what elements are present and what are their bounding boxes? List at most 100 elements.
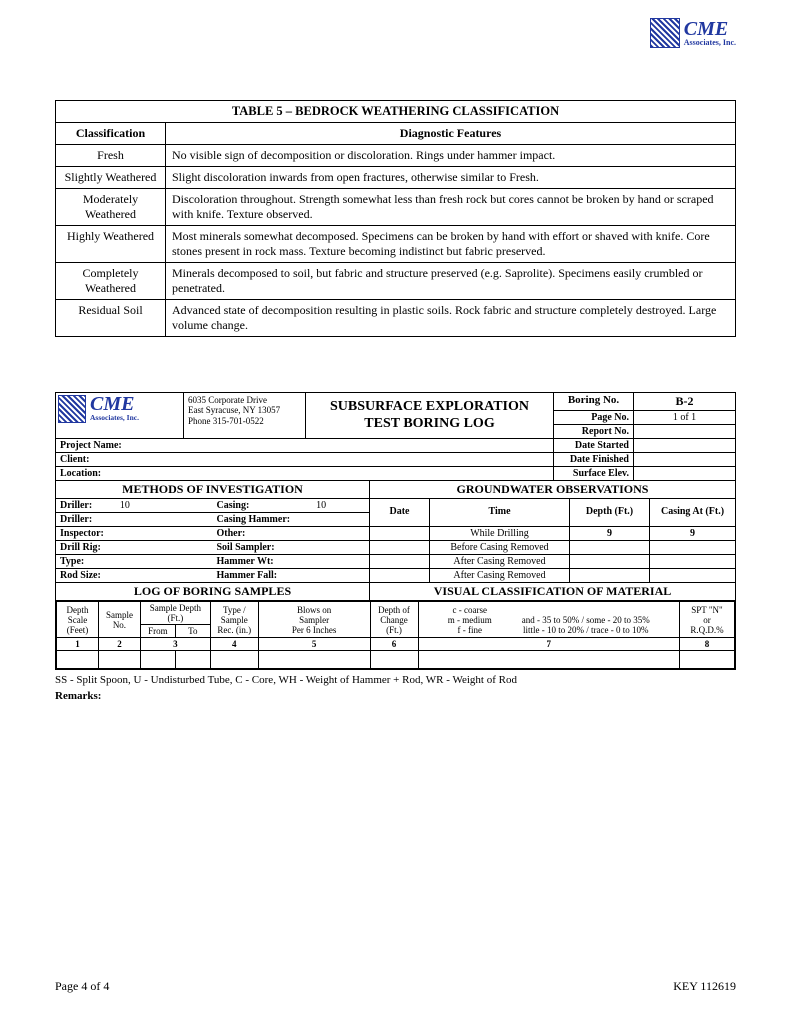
other-label: Other: — [213, 527, 370, 541]
form-logo-cell: CME Associates, Inc. — [56, 393, 184, 439]
colnum: 7 — [418, 638, 680, 651]
boring-no-value: B-2 — [634, 393, 735, 410]
diagnostic-cell: Advanced state of decomposition resultin… — [166, 300, 736, 337]
gw-row: After Casing Removed — [370, 555, 735, 569]
page-footer: Page 4 of 4 KEY 112619 — [55, 979, 736, 994]
table-row: Highly Weathered Most minerals somewhat … — [56, 226, 736, 263]
inspector-label: Inspector: — [56, 527, 213, 541]
classification-cell: Residual Soil — [56, 300, 166, 337]
footer-page-number: Page 4 of 4 — [55, 979, 109, 994]
weathering-classification-table: TABLE 5 – BEDROCK WEATHERING CLASSIFICAT… — [55, 100, 736, 337]
table-row: Completely Weathered Minerals decomposed… — [56, 263, 736, 300]
legend-medium: m - medium — [448, 615, 492, 625]
classification-cell: Slightly Weathered — [56, 167, 166, 189]
colnum: 3 — [140, 638, 210, 651]
classification-cell: Fresh — [56, 145, 166, 167]
soil-sampler-label: Soil Sampler: — [213, 541, 370, 555]
gw-depth: 9 — [570, 527, 650, 541]
address-line: 6035 Corporate Drive — [188, 395, 301, 405]
hammer-wt-label: Hammer Wt: — [213, 555, 370, 569]
legend-coarse: c - coarse — [448, 605, 492, 615]
diagnostic-cell: Discoloration throughout. Strength somew… — [166, 189, 736, 226]
casing-label: Casing: — [213, 499, 313, 513]
legend-and-some: and - 35 to 50% / some - 20 to 35% — [522, 615, 650, 625]
groundwater-header: GROUNDWATER OBSERVATIONS — [370, 481, 735, 499]
client-label: Client: — [56, 453, 554, 467]
colnum: 4 — [210, 638, 258, 651]
gw-row: Before Casing Removed — [370, 541, 735, 555]
col-to: To — [175, 625, 210, 638]
diagnostic-cell: Most minerals somewhat decomposed. Speci… — [166, 226, 736, 263]
document-page: CME Associates, Inc. TABLE 5 – BEDROCK W… — [0, 0, 791, 1024]
table5-col-classification: Classification — [56, 123, 166, 145]
col-sample-no: SampleNo. — [98, 602, 140, 638]
legend-little-trace: little - 10 to 20% / trace - 0 to 10% — [522, 625, 650, 635]
log-column-headers: DepthScale(Feet) SampleNo. Sample Depth(… — [56, 601, 735, 669]
page-no-value: 1 of 1 — [634, 411, 735, 424]
surface-elev-value — [634, 467, 735, 481]
col-blows: Blows onSamplerPer 6 Inches — [258, 602, 370, 638]
col-visual-legend: c - coarse m - medium f - fine and - 35 … — [418, 602, 680, 638]
table-row: Fresh No visible sign of decomposition o… — [56, 145, 736, 167]
gw-row: After Casing Removed — [370, 569, 735, 582]
brand-logo-icon — [58, 395, 86, 423]
col-depth-change: Depth ofChange(Ft.) — [370, 602, 418, 638]
report-no-value — [634, 425, 735, 439]
col-sample-depth-group: Sample Depth(Ft.) — [140, 602, 210, 625]
visual-class-header: VISUAL CLASSIFICATION OF MATERIAL — [370, 583, 735, 601]
col-depth-scale: DepthScale(Feet) — [57, 602, 99, 638]
col-spt-rqd: SPT "N"orR.Q.D.% — [680, 602, 735, 638]
project-name-label: Project Name: — [56, 439, 554, 453]
methods-header: METHODS OF INVESTIGATION — [56, 481, 370, 499]
rod-size-label: Rod Size: — [56, 569, 213, 582]
brand-subtitle: Associates, Inc. — [90, 413, 139, 422]
casing-value: 10 — [312, 499, 369, 513]
legend-text: SS - Split Spoon, U - Undisturbed Tube, … — [55, 674, 736, 686]
gw-time: While Drilling — [430, 527, 570, 541]
date-finished-label: Date Finished — [554, 453, 634, 467]
casing-hammer-label: Casing Hammer: — [213, 513, 370, 527]
diagnostic-cell: No visible sign of decomposition or disc… — [166, 145, 736, 167]
colnum: 1 — [57, 638, 99, 651]
colnum: 2 — [98, 638, 140, 651]
gw-depth-label: Depth (Ft.) — [570, 499, 650, 527]
driller1-label: Driller: — [56, 499, 116, 513]
table-row: Moderately Weathered Discoloration throu… — [56, 189, 736, 226]
log-samples-header: LOG OF BORING SAMPLES — [56, 583, 370, 601]
address-line: Phone 315-701-0522 — [188, 416, 301, 426]
col-from: From — [140, 625, 175, 638]
driller2-label: Driller: — [56, 513, 213, 527]
location-label: Location: — [56, 467, 554, 481]
report-no-label: Report No. — [554, 425, 634, 439]
brand-logo-icon — [650, 18, 680, 48]
company-address: 6035 Corporate Drive East Syracuse, NY 1… — [184, 393, 306, 439]
gw-row: While Drilling 9 9 — [370, 527, 735, 541]
gw-time: Before Casing Removed — [430, 541, 570, 555]
page-no-label: Page No. — [554, 411, 634, 424]
remarks-label: Remarks: — [55, 690, 736, 702]
brand-subtitle: Associates, Inc. — [684, 38, 736, 47]
colnum: 6 — [370, 638, 418, 651]
form-title-line1: SUBSURFACE EXPLORATION — [310, 399, 549, 416]
hammer-fall-label: Hammer Fall: — [213, 569, 370, 582]
gw-time: After Casing Removed — [430, 555, 570, 569]
table-row: Slightly Weathered Slight discoloration … — [56, 167, 736, 189]
classification-cell: Completely Weathered — [56, 263, 166, 300]
surface-elev-label: Surface Elev. — [554, 467, 634, 481]
footer-key: KEY 112619 — [673, 979, 736, 994]
address-line: East Syracuse, NY 13057 — [188, 405, 301, 415]
table5-title: TABLE 5 – BEDROCK WEATHERING CLASSIFICAT… — [56, 101, 736, 123]
gw-date-label: Date — [370, 499, 430, 527]
form-title: SUBSURFACE EXPLORATION TEST BORING LOG — [306, 393, 554, 439]
date-started-label: Date Started — [554, 439, 634, 453]
classification-cell: Highly Weathered — [56, 226, 166, 263]
classification-cell: Moderately Weathered — [56, 189, 166, 226]
legend-fine: f - fine — [448, 625, 492, 635]
colnum: 8 — [680, 638, 735, 651]
brand-name: CME — [684, 20, 736, 38]
boring-log-form: CME Associates, Inc. 6035 Corporate Driv… — [55, 392, 736, 670]
gw-time: After Casing Removed — [430, 569, 570, 582]
driller1-value: 10 — [116, 499, 213, 513]
table5-col-diagnostic: Diagnostic Features — [166, 123, 736, 145]
date-finished-value — [634, 453, 735, 467]
